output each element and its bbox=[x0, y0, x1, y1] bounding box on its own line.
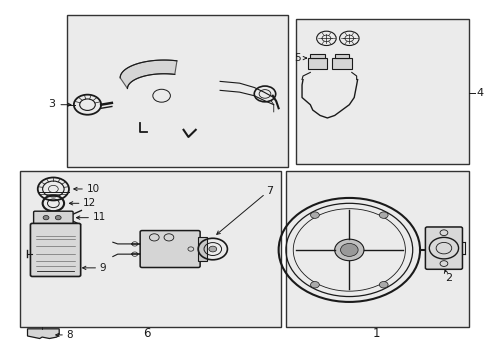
FancyBboxPatch shape bbox=[140, 230, 200, 267]
Text: 6: 6 bbox=[143, 327, 150, 340]
Text: 9: 9 bbox=[100, 262, 106, 273]
Circle shape bbox=[208, 246, 216, 252]
Circle shape bbox=[379, 212, 387, 219]
Text: 10: 10 bbox=[86, 184, 100, 194]
Text: 8: 8 bbox=[66, 329, 73, 339]
Text: 1: 1 bbox=[372, 327, 379, 340]
Text: 12: 12 bbox=[83, 198, 96, 208]
Bar bbox=[66, 15, 288, 167]
Circle shape bbox=[55, 216, 61, 220]
FancyBboxPatch shape bbox=[30, 224, 81, 276]
Circle shape bbox=[310, 282, 319, 288]
Bar bbox=[20, 171, 281, 327]
Text: 7: 7 bbox=[266, 186, 273, 197]
FancyBboxPatch shape bbox=[425, 227, 462, 269]
Text: 2: 2 bbox=[445, 273, 451, 283]
Text: 5: 5 bbox=[293, 53, 300, 63]
FancyBboxPatch shape bbox=[34, 211, 73, 224]
Text: 4: 4 bbox=[476, 88, 483, 98]
Bar bbox=[295, 19, 468, 164]
Circle shape bbox=[43, 216, 49, 220]
Text: 3: 3 bbox=[48, 99, 55, 109]
Polygon shape bbox=[120, 60, 177, 89]
Polygon shape bbox=[27, 329, 59, 338]
Bar bbox=[285, 171, 468, 327]
Bar bbox=[310, 54, 325, 58]
Bar bbox=[334, 54, 348, 58]
Circle shape bbox=[310, 212, 319, 219]
Circle shape bbox=[379, 282, 387, 288]
Bar bbox=[331, 58, 351, 69]
Bar bbox=[198, 237, 206, 261]
Text: 11: 11 bbox=[92, 212, 105, 222]
Bar bbox=[307, 58, 327, 69]
Circle shape bbox=[334, 239, 363, 261]
Circle shape bbox=[340, 243, 357, 256]
